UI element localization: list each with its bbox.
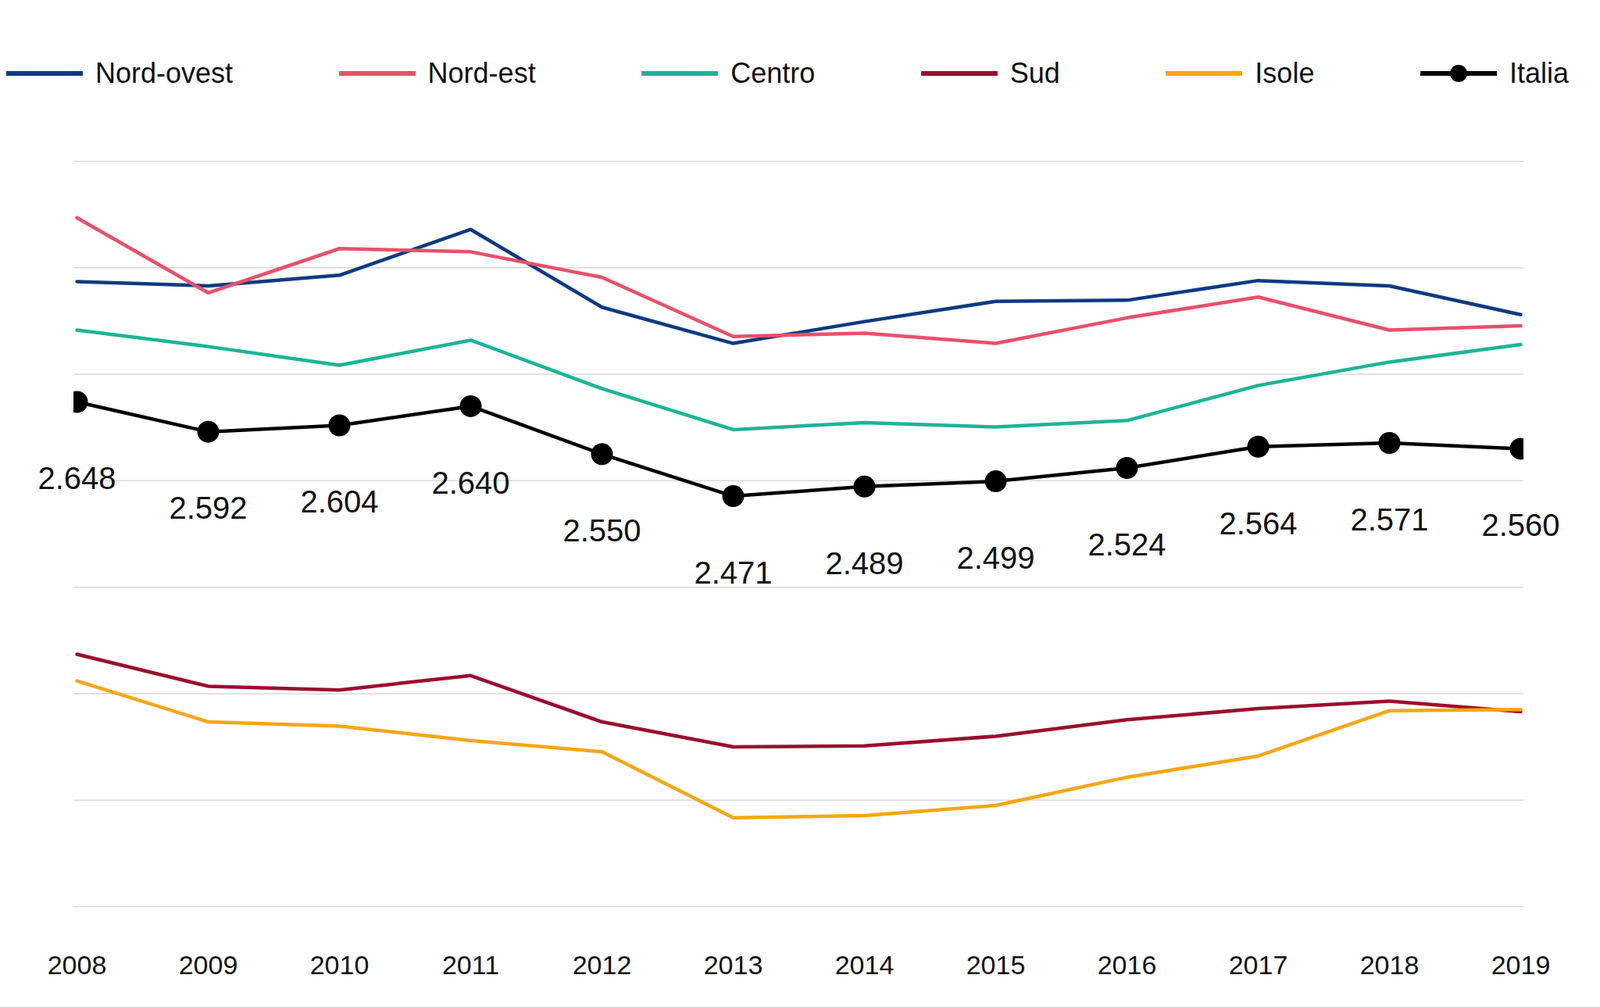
html-text:Sud: Sud (1010, 57, 1060, 90)
html-text:Nord-est: Nord-est (427, 57, 536, 90)
svg-text:2008: 2008 (47, 950, 108, 980)
svg-text:2.499: 2.499 (956, 540, 1035, 575)
svg-text:2014: 2014 (835, 950, 895, 980)
svg-text:2.524: 2.524 (1087, 527, 1166, 562)
svg-text:2.571: 2.571 (1350, 502, 1429, 537)
svg-text:2.564: 2.564 (1218, 506, 1297, 541)
svg-text:2.640: 2.640 (431, 465, 510, 500)
svg-text:2.648: 2.648 (37, 460, 116, 496)
svg-text:2.592: 2.592 (168, 490, 247, 525)
svg-text:2019: 2019 (1491, 950, 1551, 980)
svg-text:2.489: 2.489 (825, 546, 904, 581)
html-text:Centro: Centro (730, 57, 815, 90)
html-text:Nord-ovest: Nord-ovest (95, 57, 233, 90)
svg-text:2.471: 2.471 (693, 555, 772, 590)
svg-text:2012: 2012 (572, 950, 633, 980)
svg-text:2.550: 2.550 (562, 513, 641, 548)
svg-text:2013: 2013 (703, 950, 764, 980)
svg-text:2015: 2015 (966, 950, 1026, 980)
svg-text:2009: 2009 (178, 950, 239, 980)
svg-text:2016: 2016 (1097, 950, 1158, 980)
html-text:Isole: Isole (1255, 57, 1315, 90)
svg-text:2011: 2011 (442, 950, 500, 980)
html-text:Italia: Italia (1509, 57, 1569, 90)
svg-text:2018: 2018 (1360, 950, 1420, 980)
svg-text:2017: 2017 (1228, 950, 1289, 980)
svg-text:2.604: 2.604 (300, 484, 379, 519)
svg-text:2.560: 2.560 (1481, 507, 1560, 543)
svg-text:2010: 2010 (310, 950, 370, 980)
